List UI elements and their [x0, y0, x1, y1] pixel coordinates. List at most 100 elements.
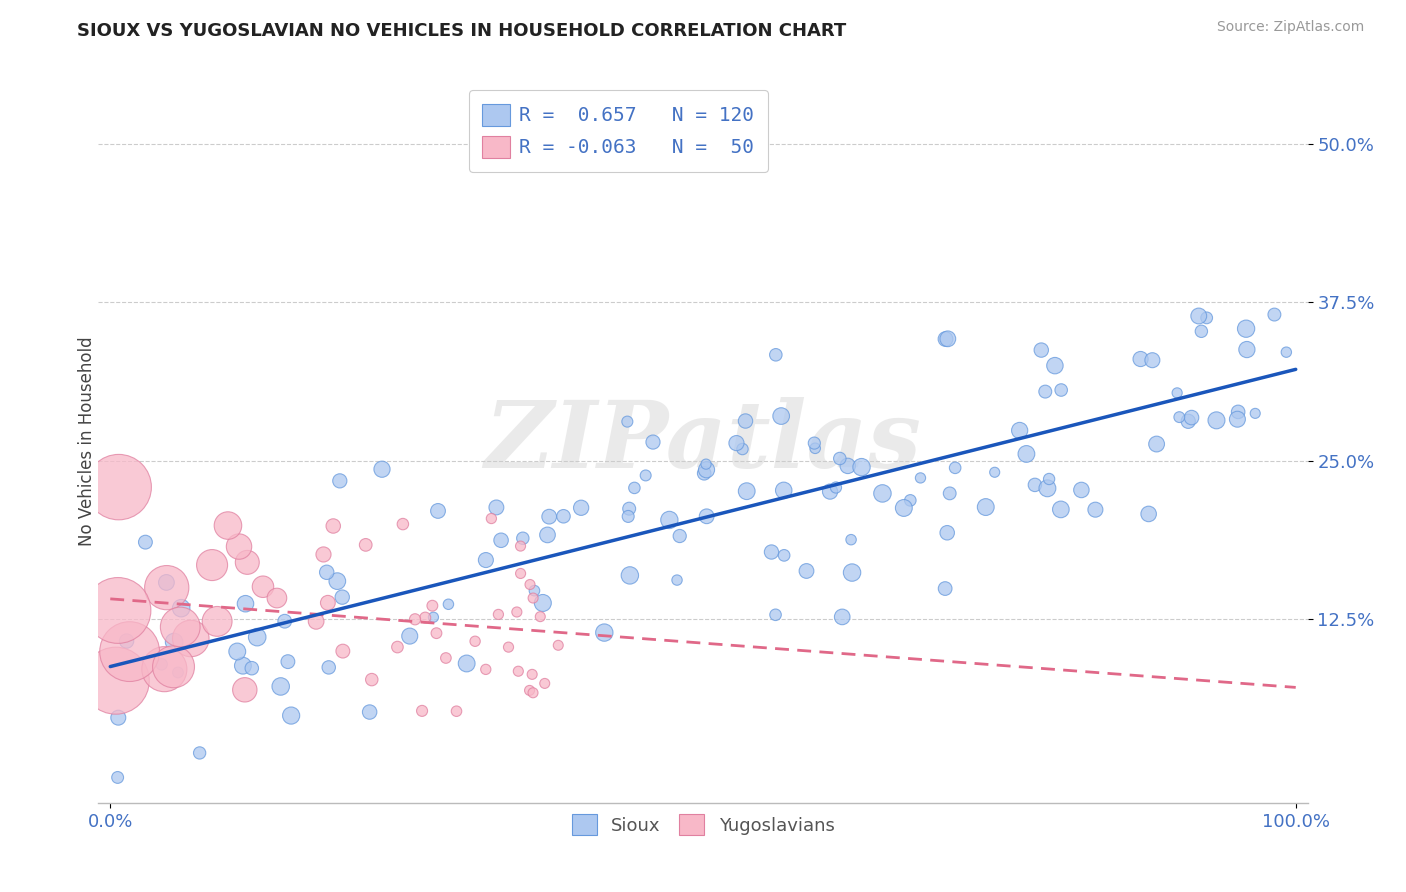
Point [318, 660, 340, 674]
Point [312, 548, 335, 562]
Point [725, 436, 748, 450]
Point [938, 486, 960, 500]
Point [217, 518, 239, 533]
Y-axis label: No Vehicles in Household: No Vehicles in Household [79, 336, 96, 547]
Point [456, 657, 478, 671]
Point [246, 630, 269, 644]
Point [936, 525, 959, 540]
Point [983, 465, 1005, 479]
Point [1263, 308, 1285, 322]
Point [974, 500, 997, 514]
Point [315, 566, 337, 580]
Point [387, 640, 409, 654]
Point [107, 480, 129, 494]
Point [170, 601, 193, 615]
Point [226, 644, 249, 658]
Point [804, 442, 827, 456]
Text: ZIPatlas: ZIPatlas [485, 397, 921, 486]
Point [1205, 413, 1227, 427]
Point [475, 553, 498, 567]
Point [910, 471, 932, 485]
Point [422, 599, 444, 613]
Legend: Sioux, Yugoslavians: Sioux, Yugoslavians [562, 805, 844, 845]
Point [1195, 310, 1218, 325]
Point [266, 591, 288, 605]
Point [155, 575, 177, 590]
Point [693, 467, 716, 481]
Point [360, 673, 382, 687]
Point [1227, 405, 1250, 419]
Point [489, 533, 512, 548]
Point [305, 615, 328, 629]
Point [506, 605, 529, 619]
Point [274, 614, 297, 628]
Point [696, 509, 718, 524]
Point [509, 566, 531, 581]
Point [1142, 353, 1164, 368]
Point [434, 651, 457, 665]
Point [538, 509, 561, 524]
Point [522, 591, 544, 605]
Point [1033, 384, 1056, 399]
Point [623, 481, 645, 495]
Point [404, 612, 426, 626]
Point [163, 635, 186, 649]
Point [1036, 481, 1059, 495]
Point [796, 564, 818, 578]
Point [828, 451, 851, 466]
Point [553, 509, 575, 524]
Point [508, 664, 530, 678]
Point [1146, 437, 1168, 451]
Point [427, 504, 450, 518]
Point [134, 535, 156, 549]
Point [413, 610, 436, 624]
Point [1050, 502, 1073, 516]
Point [617, 509, 640, 524]
Point [898, 493, 921, 508]
Point [593, 625, 616, 640]
Point [107, 771, 129, 785]
Point [475, 662, 498, 676]
Point [326, 574, 349, 588]
Point [228, 540, 250, 554]
Point [512, 531, 534, 545]
Point [547, 638, 569, 652]
Text: SIOUX VS YUGOSLAVIAN NO VEHICLES IN HOUSEHOLD CORRELATION CHART: SIOUX VS YUGOSLAVIAN NO VEHICLES IN HOUS… [77, 22, 846, 40]
Point [329, 474, 352, 488]
Point [734, 414, 756, 428]
Point [425, 626, 447, 640]
Point [668, 529, 690, 543]
Point [731, 442, 754, 456]
Point [1168, 410, 1191, 425]
Point [531, 596, 554, 610]
Point [1275, 345, 1298, 359]
Point [520, 667, 543, 681]
Point [1166, 385, 1188, 400]
Point [1129, 351, 1152, 366]
Point [519, 577, 541, 591]
Point [872, 486, 894, 500]
Point [765, 607, 787, 622]
Point [761, 545, 783, 559]
Text: Source: ZipAtlas.com: Source: ZipAtlas.com [1216, 20, 1364, 34]
Point [104, 673, 127, 688]
Point [617, 501, 640, 516]
Point [695, 457, 717, 471]
Point [446, 704, 468, 718]
Point [943, 460, 966, 475]
Point [837, 458, 859, 473]
Point [770, 409, 793, 423]
Point [1024, 478, 1046, 492]
Point [803, 436, 825, 450]
Point [1244, 406, 1267, 420]
Point [486, 607, 509, 622]
Point [735, 484, 758, 499]
Point [934, 332, 956, 346]
Point [316, 596, 339, 610]
Point [464, 634, 486, 648]
Point [437, 597, 460, 611]
Point [498, 640, 520, 654]
Point [893, 500, 915, 515]
Point [936, 332, 959, 346]
Point [536, 528, 558, 542]
